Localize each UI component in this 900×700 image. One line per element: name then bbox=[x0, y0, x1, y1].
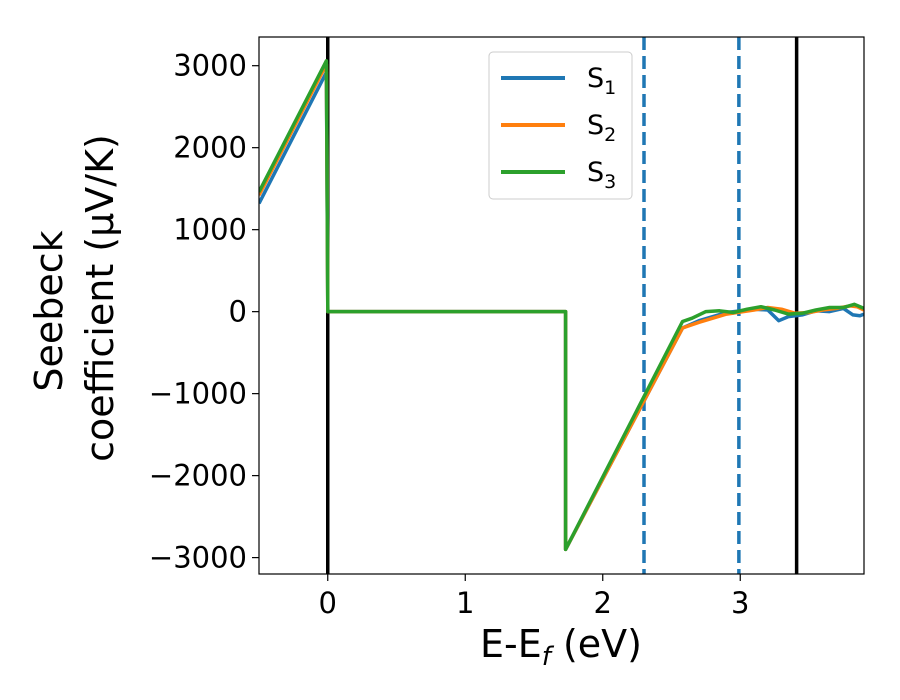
legend-label-s3: S3 bbox=[587, 157, 616, 193]
x-tick-label: 2 bbox=[594, 586, 612, 620]
y-tick-label: 3000 bbox=[173, 49, 247, 83]
x-tick-label: 3 bbox=[731, 586, 749, 620]
y-axis-label: Seebeck coefficient (μV/K) bbox=[27, 134, 122, 462]
y-tick-label: 1000 bbox=[173, 213, 247, 247]
y-axis-label-line2: coefficient (μV/K) bbox=[78, 134, 122, 462]
x-axis-label: E-Ef (eV) bbox=[480, 622, 642, 672]
y-tick-label: −3000 bbox=[149, 541, 247, 575]
series-line-s3 bbox=[259, 59, 864, 552]
y-tick-label: −1000 bbox=[149, 377, 247, 411]
x-tick-label: 1 bbox=[456, 586, 474, 620]
y-tick-label: 0 bbox=[229, 295, 247, 329]
y-axis-label-line1: Seebeck bbox=[27, 230, 71, 391]
x-tick-label: 0 bbox=[319, 586, 337, 620]
plot-frame bbox=[258, 36, 865, 575]
y-tick-label: 2000 bbox=[173, 131, 247, 165]
y-tick-label: −2000 bbox=[149, 459, 247, 493]
x-axis-ticks: 0 1 2 3 bbox=[319, 574, 749, 620]
y-axis-ticks: 3000 2000 1000 0 −1000 −2000 −3000 bbox=[149, 49, 259, 575]
legend-label-s2: S2 bbox=[587, 110, 616, 146]
x-axis-label-main: E-E bbox=[480, 622, 542, 666]
x-axis-label-unit: (eV) bbox=[551, 622, 642, 666]
legend: S1 S2 S3 bbox=[488, 51, 633, 200]
series-lines bbox=[259, 59, 864, 552]
legend-label-s1: S1 bbox=[587, 63, 616, 99]
